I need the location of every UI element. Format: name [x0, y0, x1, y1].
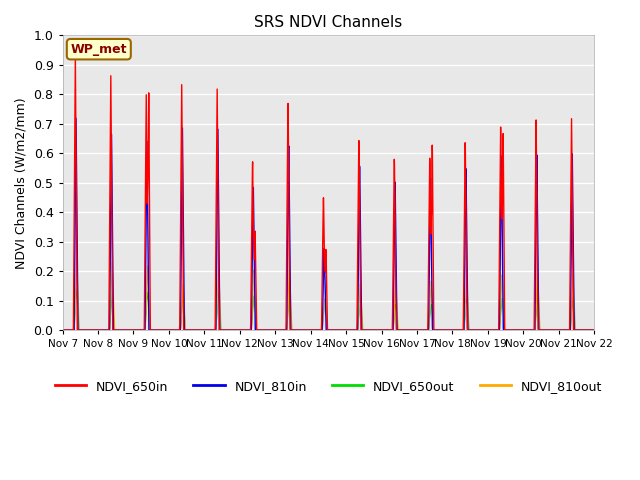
Text: WP_met: WP_met	[70, 43, 127, 56]
Y-axis label: NDVI Channels (W/m2/mm): NDVI Channels (W/m2/mm)	[15, 97, 28, 268]
Legend: NDVI_650in, NDVI_810in, NDVI_650out, NDVI_810out: NDVI_650in, NDVI_810in, NDVI_650out, NDV…	[50, 375, 607, 397]
Title: SRS NDVI Channels: SRS NDVI Channels	[254, 15, 403, 30]
